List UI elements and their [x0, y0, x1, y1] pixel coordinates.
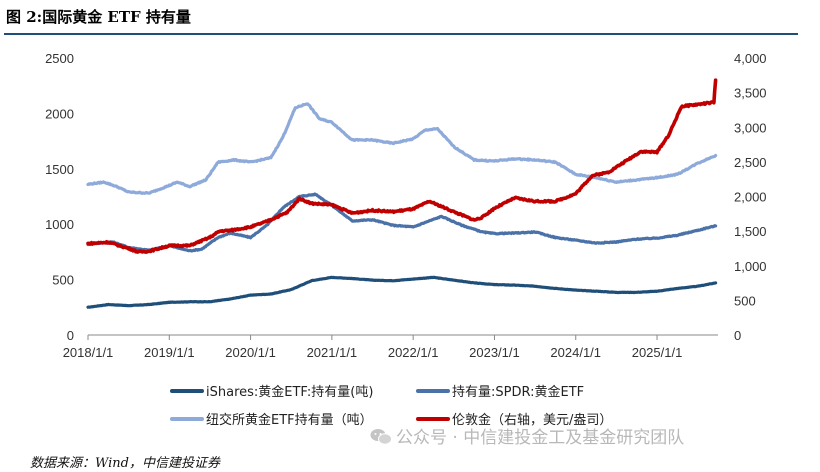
- y-right-tick-label: 1,000: [734, 259, 767, 274]
- series-line: [86, 275, 718, 309]
- legend-label: iShares:黄金ETF:持有量(吨): [206, 384, 373, 400]
- y-right-tick-label: 3,500: [734, 86, 767, 101]
- y-right-tick-label: 500: [734, 293, 756, 308]
- y-right-tick-label: 1,500: [734, 224, 767, 239]
- source-note: 数据来源：Wind，中信建投证券: [30, 456, 220, 471]
- x-tick-label: 2024/1/1: [550, 345, 601, 360]
- watermark: 公众号 · 中信建投金工及基金研究团队: [370, 423, 684, 448]
- y-right-tick-label: 0: [734, 328, 741, 343]
- chart-series-layer: [86, 78, 718, 309]
- x-tick-label: 2022/1/1: [388, 345, 439, 360]
- x-tick-label: 2023/1/1: [469, 345, 520, 360]
- legend-label: 纽交所黄金ETF持有量（吨）: [206, 412, 373, 428]
- y-right-tick-label: 4,000: [734, 51, 767, 66]
- x-tick-label: 2021/1/1: [307, 345, 358, 360]
- y-left-tick-label: 1500: [45, 162, 74, 177]
- series-line: [86, 192, 718, 253]
- x-tick-label: 2018/1/1: [63, 345, 114, 360]
- y-left-tick-label: 0: [67, 328, 74, 343]
- watermark-text: 公众号 · 中信建投金工及基金研究团队: [396, 428, 685, 448]
- legend-label: 伦敦金（右轴，美元/盎司）: [452, 412, 612, 428]
- y-left-tick-label: 2000: [45, 106, 74, 121]
- y-left-tick-label: 500: [52, 273, 74, 288]
- x-tick-label: 2019/1/1: [144, 345, 195, 360]
- series-line: [86, 102, 718, 195]
- chart-legend: iShares:黄金ETF:持有量(吨) 持有量:SPDR:黄金ETF 纽交所黄金E…: [170, 384, 612, 428]
- x-tick-label: 2025/1/1: [632, 345, 683, 360]
- y-right-tick-label: 3,000: [734, 120, 767, 135]
- x-tick-label: 2020/1/1: [225, 345, 276, 360]
- series-line: [86, 78, 718, 254]
- y-right-tick-label: 2,500: [734, 155, 767, 170]
- y-left-tick-label: 1000: [45, 217, 74, 232]
- chart-axes: 2018/1/1 2019/1/1 2020/1/1 2021/1/1 2022/1/1…: [45, 51, 766, 360]
- title-divider: [4, 33, 798, 35]
- y-right-tick-label: 2,000: [734, 190, 767, 205]
- y-left-tick-label: 2500: [45, 51, 74, 66]
- wechat-icon: [370, 429, 392, 445]
- legend-label: 持有量:SPDR:黄金ETF: [452, 384, 584, 400]
- figure-title: 图 2:国际黄金 ETF 持有量: [6, 8, 191, 26]
